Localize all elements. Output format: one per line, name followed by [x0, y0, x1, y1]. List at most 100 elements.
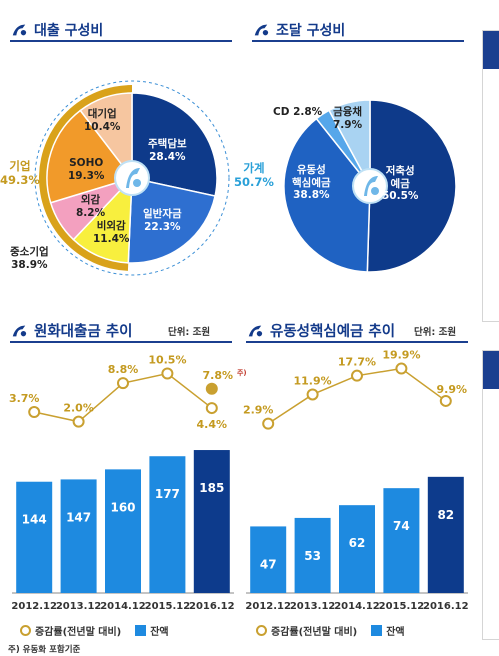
growth-point	[262, 417, 275, 430]
x-tick-label: 2012.12	[11, 601, 57, 612]
pie-slice	[127, 177, 216, 264]
title-underline	[252, 40, 464, 42]
growth-label: 3.7%	[9, 392, 40, 405]
growth-point	[205, 402, 218, 415]
x-tick-label: 2015.12	[145, 601, 191, 612]
loan-composition-title: 대출 구성비	[10, 20, 103, 40]
growth-label: 4.4%	[197, 418, 228, 431]
x-tick-label: 2013.12	[290, 601, 336, 612]
group-label-household: 가계 50.7%	[234, 161, 274, 189]
growth-label: 2.9%	[243, 404, 274, 417]
shinhan-logo-icon	[114, 160, 150, 196]
growth-label: 2.0%	[63, 402, 94, 415]
side-panel	[482, 30, 499, 322]
pie-slice	[283, 117, 371, 273]
growth-label: 19.9%	[382, 349, 420, 362]
growth-legend-icon	[20, 625, 31, 636]
bar	[383, 488, 420, 593]
logo-stroke	[364, 176, 378, 196]
bar	[16, 481, 53, 593]
legend-right: 증감률(전년말 대비) 잔액	[256, 623, 405, 638]
pie1-label-housing: 주택담보 28.4%	[148, 138, 187, 163]
growth-label: 10.5%	[148, 354, 186, 367]
growth-point	[72, 415, 85, 428]
growth-point	[439, 394, 452, 407]
balance-legend-icon	[135, 625, 147, 636]
title-underline	[10, 341, 232, 343]
shinhan-logo-icon	[352, 168, 388, 204]
pie-slice	[46, 109, 134, 204]
x-tick-label: 2012.12	[245, 601, 291, 612]
growth-label: 11.9%	[294, 374, 332, 387]
growth-point	[306, 388, 319, 401]
bar	[149, 456, 186, 593]
footnote-mark: 주)	[237, 369, 247, 377]
pie-charts	[34, 80, 457, 276]
bar-value-label: 147	[66, 510, 91, 524]
liquid-deposit-trend-title: 유동성핵심예금 추이	[246, 320, 395, 341]
growth-legend-icon	[256, 625, 267, 636]
funding-composition-title: 조달 구성비	[252, 20, 345, 40]
pie2-label-liquid: 유동성 핵심예금 38.8%	[292, 164, 331, 202]
balance-legend-icon	[371, 625, 383, 636]
bar	[427, 476, 464, 593]
pie2-label-savings: 저축성 예금 50.5%	[382, 165, 419, 203]
bar-value-label: 160	[110, 500, 135, 514]
bar	[193, 450, 230, 593]
logo-stroke	[126, 168, 140, 188]
growth-label: 17.7%	[338, 356, 376, 369]
growth-point	[351, 369, 363, 382]
pie2-label-cd: CD 2.8%	[273, 106, 323, 118]
bar	[250, 526, 287, 593]
legend-left: 증감률(전년말 대비) 잔액	[20, 623, 169, 638]
pie1-label-soho: SOHO 19.3%	[68, 157, 105, 182]
bar	[105, 469, 141, 593]
unit-label: 단위: 조원	[168, 327, 211, 338]
growth-point	[161, 367, 174, 380]
side-panel	[482, 350, 499, 640]
growth-point	[395, 362, 408, 375]
logo-dot	[133, 179, 141, 187]
pie-slice	[131, 92, 218, 197]
bar-value-label: 177	[155, 487, 180, 501]
x-tick-label: 2014.12	[334, 601, 380, 612]
growth-label: 9.9%	[437, 383, 468, 396]
x-tick-label: 2015.12	[379, 601, 425, 612]
x-tick-label: 2014.12	[100, 601, 146, 612]
bar-value-label: 82	[437, 508, 454, 522]
household-dashed-ring	[34, 80, 230, 276]
pie1-label-general: 일반자금 22.3%	[143, 208, 182, 233]
bar	[60, 479, 97, 593]
extra-growth-label: 7.8%	[203, 369, 234, 382]
x-tick-label: 2016.12	[423, 601, 469, 612]
extra-growth-point	[205, 382, 218, 395]
bar-value-label: 74	[393, 519, 410, 533]
title-underline	[246, 341, 468, 343]
bar	[339, 505, 375, 593]
growth-label: 8.8%	[108, 363, 139, 376]
bar-value-label: 185	[199, 481, 224, 495]
pie1-label-nonforeign: 비외감 11.4%	[93, 220, 130, 245]
pie2-label-financial: 금융채 7.9%	[333, 106, 363, 131]
pie-slice	[328, 99, 371, 187]
pie1-label-large: 대기업 10.4%	[84, 108, 121, 133]
krw-loan-trend-title: 원화대출금 추이	[10, 320, 132, 341]
bar	[294, 517, 331, 593]
shinhan-logo-icon	[12, 24, 27, 36]
bar-value-label: 53	[304, 549, 321, 563]
pie-slice	[366, 99, 457, 273]
logo-dot	[371, 187, 379, 195]
shinhan-logo-icon	[248, 325, 263, 336]
pie1-label-foreign: 외감 8.2%	[76, 194, 106, 219]
footnote: 주) 유동화 포함기준	[8, 645, 81, 655]
shinhan-logo-icon	[12, 325, 27, 336]
title-underline	[10, 40, 232, 42]
group-label-corporate: 기업 49.3%	[0, 159, 40, 187]
growth-point	[117, 377, 129, 390]
shinhan-logo-icon	[254, 24, 269, 36]
bar-value-label: 144	[22, 513, 47, 527]
bar-value-label: 62	[349, 536, 366, 550]
group-label-sme: 중소기업 38.9%	[10, 246, 49, 271]
x-tick-label: 2013.12	[56, 601, 102, 612]
bar-charts: 144 2012.12 147 2013.12 160 2014.12 177 2015.12…	[9, 349, 469, 612]
